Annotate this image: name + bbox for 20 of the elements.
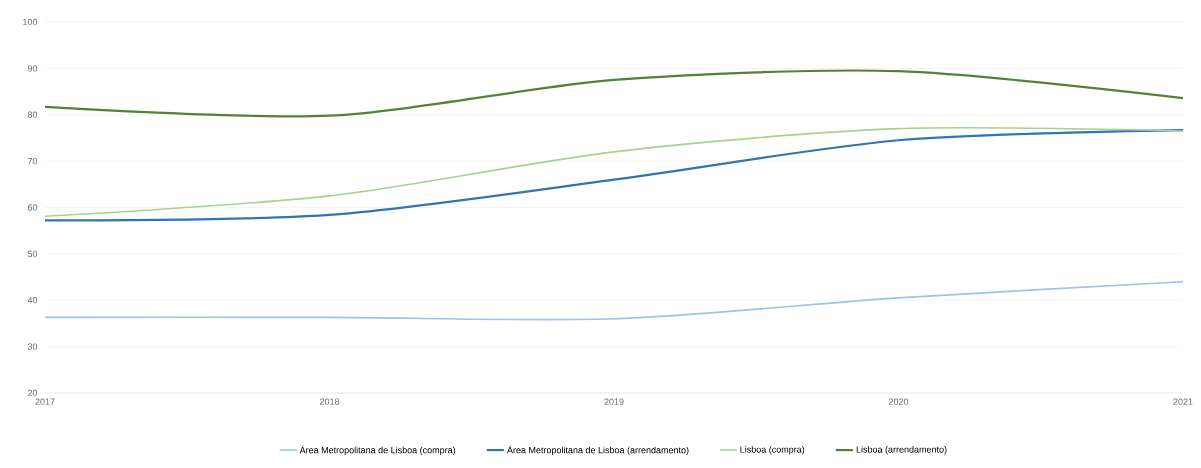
legend-label: Lisboa (arrendamento) <box>856 446 947 455</box>
y-tick-label: 50 <box>27 250 38 258</box>
y-tick-label: 80 <box>27 111 38 118</box>
x-tick-label: 2021 <box>1173 398 1193 405</box>
x-tick-label: 2017 <box>35 398 55 405</box>
y-tick-label: 100 <box>23 18 38 26</box>
y-tick-label: 70 <box>27 157 38 165</box>
line-series <box>44 280 1184 321</box>
legend-label: Lisboa (compra) <box>740 446 805 455</box>
y-tick-label: 40 <box>27 297 38 304</box>
x-tick-label: 2018 <box>319 398 340 405</box>
y-tick-label: 60 <box>27 204 38 211</box>
y-tick-label: 30 <box>27 343 38 350</box>
y-tick-label: 90 <box>27 65 38 72</box>
legend-label: Área Metropolitana de Lisboa (compra) <box>299 445 456 456</box>
y-tick-label: 20 <box>27 389 38 397</box>
x-tick-label: 2019 <box>604 398 624 405</box>
legend-label: Área Metropolitana de Lisboa (arrendamento) <box>506 445 689 456</box>
x-tick-label: 2020 <box>888 398 909 405</box>
line-series <box>43 69 1185 118</box>
